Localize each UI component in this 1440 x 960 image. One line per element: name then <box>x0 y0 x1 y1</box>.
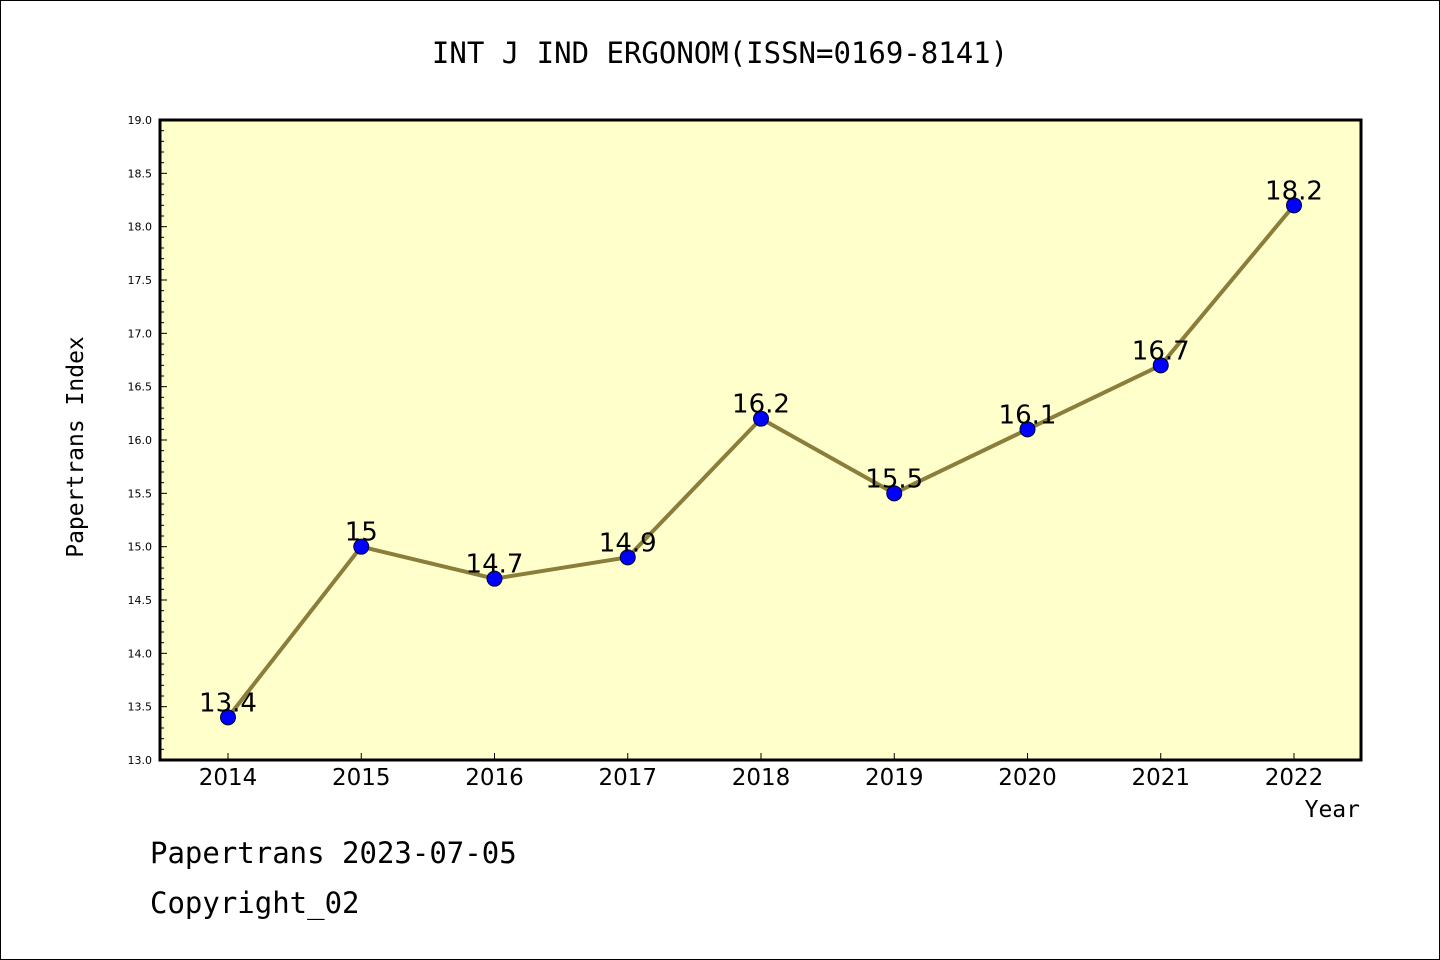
y-tick-label: 14.5 <box>128 594 153 607</box>
data-label: 14.9 <box>599 528 657 558</box>
x-tick-label: 2017 <box>598 765 657 791</box>
x-tick-label: 2022 <box>1265 765 1324 791</box>
y-tick-label: 16.0 <box>128 434 153 447</box>
data-point <box>1286 197 1302 214</box>
data-label: 15.5 <box>865 464 923 494</box>
x-tick-label: 2021 <box>1131 765 1190 791</box>
data-point <box>1019 421 1036 438</box>
x-axis: 2014 2015 2016 2017 2018 2019 2020 2021 2022 <box>199 753 1324 791</box>
data-point <box>1152 357 1169 374</box>
data-point <box>220 709 236 726</box>
x-tick-label: 2016 <box>465 765 524 791</box>
footer-date: Papertrans 2023-07-05 <box>150 836 517 870</box>
data-point <box>353 538 370 555</box>
x-tick-label: 2014 <box>199 765 258 791</box>
y-tick-label: 15.5 <box>128 487 153 500</box>
x-tick-label: 2019 <box>865 765 924 791</box>
data-label: 16.7 <box>1132 336 1190 366</box>
x-axis-label: Year <box>1304 797 1360 823</box>
plot-area <box>160 120 1361 760</box>
y-tick-label: 13.5 <box>128 701 153 714</box>
data-point <box>486 570 503 587</box>
x-tick-label: 2015 <box>332 765 391 791</box>
data-label: 15 <box>345 518 378 548</box>
data-label: 16.2 <box>732 390 790 420</box>
footer-copyright: Copyright_02 <box>150 886 360 920</box>
data-point <box>753 410 769 427</box>
plot-border <box>158 118 1363 762</box>
y-tick-label: 17.5 <box>128 274 153 287</box>
data-point <box>886 485 903 502</box>
y-tick-label: 16.5 <box>128 381 153 394</box>
x-tick-label: 2018 <box>732 765 791 791</box>
data-label: 16.1 <box>999 400 1057 430</box>
y-axis: 13.0 13.5 14.0 14.5 15.0 15.5 16.0 16.5 17.0 17.5… <box>128 114 167 767</box>
data-point <box>619 549 636 566</box>
y-tick-label: 14.0 <box>128 647 153 660</box>
data-label: 14.7 <box>466 550 524 580</box>
y-tick-label: 18.5 <box>128 167 153 180</box>
series-group: 13.4 15 14.7 14.9 16.2 15.5 16.1 16.7 18.2 <box>199 176 1323 726</box>
data-label: 18.2 <box>1265 176 1323 206</box>
y-tick-label: 13.0 <box>128 754 153 767</box>
data-label: 13.4 <box>199 688 257 718</box>
y-tick-label: 19.0 <box>128 114 153 127</box>
chart-title: INT J IND ERGONOM(ISSN=0169-8141) <box>431 36 1009 70</box>
y-tick-label: 17.0 <box>128 327 153 340</box>
x-tick-label: 2020 <box>998 765 1057 791</box>
y-tick-label: 18.0 <box>128 221 153 234</box>
y-tick-label: 15.0 <box>128 541 153 554</box>
